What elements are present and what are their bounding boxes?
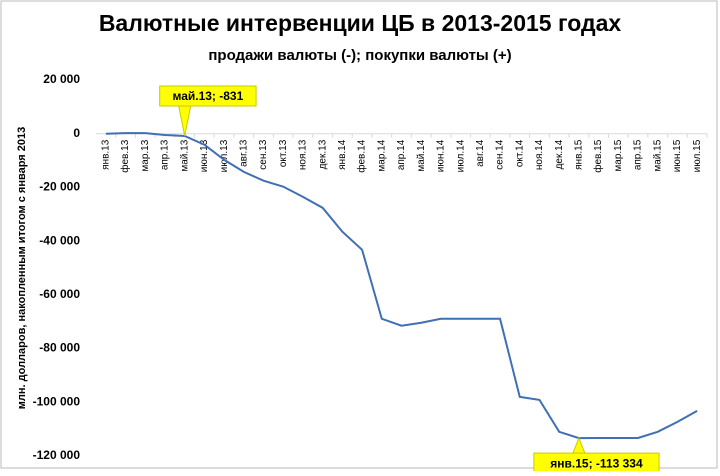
x-tick-label: авг.13 — [238, 139, 249, 167]
x-tick-label: июл.13 — [219, 139, 230, 172]
y-axis-label: млн. долларов, накопленным итогом с янва… — [16, 127, 28, 409]
x-tick-label: июл.15 — [692, 139, 703, 172]
x-tick-label: дек.13 — [317, 139, 328, 169]
annotation-box — [159, 85, 257, 137]
y-tick-label: -80 000 — [39, 341, 80, 355]
x-tick-label: янв.15 — [574, 139, 585, 170]
x-tick-label: ноя.14 — [534, 139, 545, 170]
y-tick-label: -40 000 — [39, 233, 80, 247]
x-tick-label: мар.15 — [613, 139, 624, 171]
x-tick-label: апр.15 — [633, 139, 644, 170]
x-tick-label: июн.14 — [436, 139, 447, 172]
y-tick-label: -20 000 — [39, 180, 80, 194]
x-tick-label: май.14 — [416, 139, 427, 171]
y-tick-label: 0 — [73, 126, 80, 140]
annotation-label: янв.15; -113 334 — [550, 456, 643, 470]
chart-title: Валютные интервенции ЦБ в 2013-2015 года… — [99, 10, 622, 36]
x-tick-label: май.13 — [179, 139, 190, 171]
x-tick-label: июл.14 — [455, 139, 466, 172]
x-tick-label: фев.14 — [356, 139, 368, 172]
x-tick-label: мар.14 — [376, 139, 387, 171]
line — [105, 132, 698, 440]
x-tick-label: июн.13 — [199, 139, 210, 172]
x-tick-label: авг.14 — [475, 139, 486, 167]
x-tick-label: фев.15 — [592, 139, 604, 172]
x-tick-label: ноя.13 — [298, 139, 309, 170]
x-tick-label: сен.13 — [258, 139, 269, 169]
x-tick-label: апр.14 — [396, 139, 407, 170]
x-tick-label: дек.14 — [554, 139, 565, 169]
y-tick-label: -100 000 — [33, 394, 81, 408]
x-tick-label: сен.14 — [495, 139, 506, 169]
x-tick-label: июн.15 — [672, 139, 683, 172]
y-tick-label: -60 000 — [39, 287, 80, 301]
chart-subtitle: продажи валюты (-); покупки валюты (+) — [208, 47, 511, 64]
x-tick-label: май.15 — [652, 139, 663, 171]
x-tick-label: апр.13 — [160, 139, 171, 170]
y-tick-label: -120 000 — [33, 448, 81, 462]
x-tick-label: янв.13 — [100, 139, 111, 170]
x-tick-label: окт.13 — [278, 139, 289, 167]
x-tick-label: янв.14 — [337, 139, 348, 170]
annotation-label: май.13; -831 — [172, 89, 243, 103]
x-tick-label: фев.13 — [119, 139, 131, 172]
x-tick-label: окт.14 — [514, 139, 525, 167]
y-tick-label: 20 000 — [43, 72, 80, 86]
x-tick-label: мар.13 — [140, 139, 151, 171]
